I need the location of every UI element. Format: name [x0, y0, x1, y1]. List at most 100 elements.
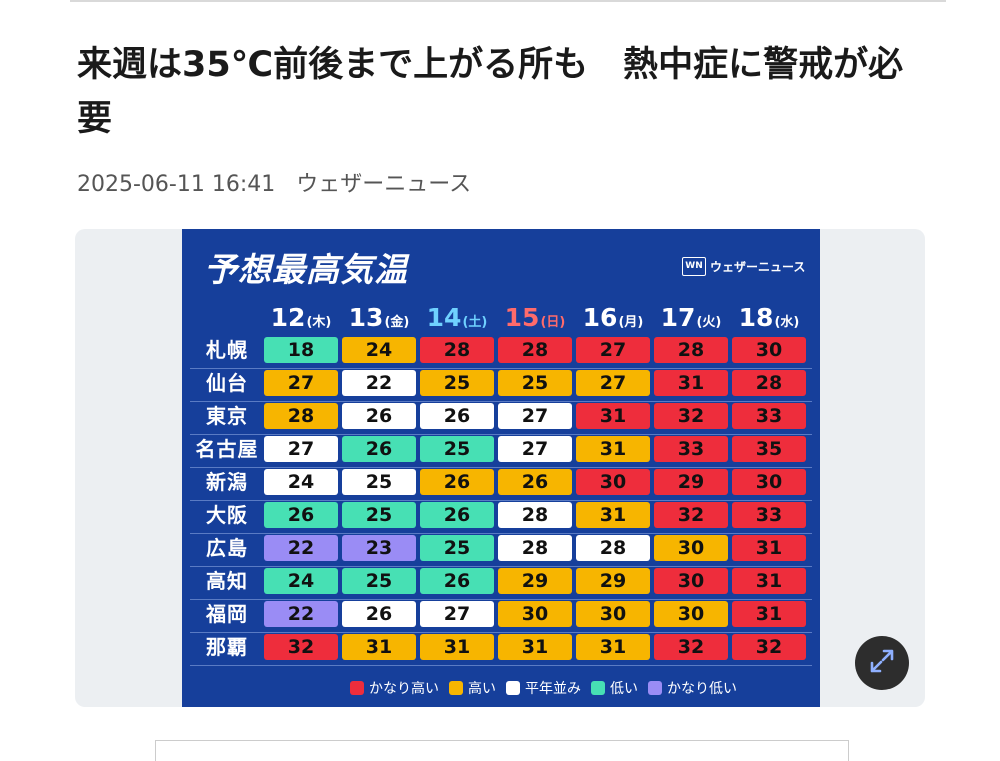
- legend-item: かなり低い: [648, 678, 737, 698]
- day-date: 16: [582, 303, 618, 332]
- temperature-cell: 26: [264, 502, 338, 528]
- city-name: 新潟: [206, 470, 248, 494]
- temperature-cell: 30: [732, 469, 806, 495]
- legend-swatch: [648, 681, 662, 695]
- expand-image-button[interactable]: [855, 636, 909, 690]
- temperature-cell: 30: [654, 601, 728, 627]
- temperature-cell: 31: [732, 568, 806, 594]
- day-header: 15(日): [496, 303, 574, 332]
- city-row: 那覇 32 31 31 31 31 32 32: [182, 632, 820, 666]
- day-date: 18: [738, 303, 774, 332]
- day-header: 13(金): [340, 303, 418, 332]
- city-name: 那覇: [206, 635, 248, 659]
- temperature-cell: 26: [342, 403, 416, 429]
- article-source[interactable]: ウェザーニュース: [296, 172, 472, 197]
- temperature-cell: 25: [420, 370, 494, 396]
- temperature-cell: 26: [420, 502, 494, 528]
- temperature-cell: 23: [342, 535, 416, 561]
- temperature-cell: 31: [420, 634, 494, 660]
- temperature-cell: 27: [420, 601, 494, 627]
- temperature-cell: 27: [264, 436, 338, 462]
- city-name: 高知: [206, 569, 248, 593]
- city-row: 福岡 22 26 27 30 30 30 31: [182, 599, 820, 633]
- day-weekday: (月): [618, 315, 644, 330]
- temperature-cell: 33: [654, 436, 728, 462]
- temperature-cell: 26: [420, 568, 494, 594]
- day-weekday: (木): [306, 315, 332, 330]
- temperature-cell: 32: [654, 634, 728, 660]
- temperature-cell: 24: [264, 469, 338, 495]
- temperature-cell: 27: [498, 403, 572, 429]
- temperature-cell: 26: [420, 469, 494, 495]
- temperature-cell: 35: [732, 436, 806, 462]
- city-name: 福岡: [206, 602, 248, 626]
- day-header-row: 12(木) 13(金) 14(土) 15(日) 16(月) 17(火) 18(水): [182, 303, 820, 339]
- legend-item: 平年並み: [506, 678, 581, 698]
- temperature-cell: 25: [342, 568, 416, 594]
- legend-item: かなり高い: [350, 678, 439, 698]
- temperature-cell: 27: [498, 436, 572, 462]
- day-header: 18(水): [730, 303, 808, 332]
- legend-swatch: [350, 681, 364, 695]
- temperature-cell: 29: [576, 568, 650, 594]
- temperature-cell: 22: [342, 370, 416, 396]
- temperature-cell: 28: [498, 502, 572, 528]
- temperature-cell: 18: [264, 337, 338, 363]
- city-row: 高知 24 25 26 29 29 30 31: [182, 566, 820, 600]
- day-weekday: (土): [462, 315, 488, 330]
- day-date: 15: [504, 303, 540, 332]
- temperature-cell: 28: [498, 337, 572, 363]
- temperature-cell: 32: [264, 634, 338, 660]
- city-row: 大阪 26 25 26 28 31 32 33: [182, 500, 820, 534]
- temperature-cell: 33: [732, 502, 806, 528]
- temperature-cell: 26: [342, 601, 416, 627]
- temperature-cell: 24: [264, 568, 338, 594]
- temperature-cell: 25: [420, 436, 494, 462]
- legend-label: 平年並み: [525, 681, 581, 697]
- day-header: 14(土): [418, 303, 496, 332]
- city-row: 名古屋 27 26 25 27 31 33 35: [182, 434, 820, 468]
- temperature-cell: 25: [498, 370, 572, 396]
- temperature-cell: 28: [264, 403, 338, 429]
- legend: かなり高い 高い 平年並み 低い かなり低い: [350, 678, 747, 698]
- temperature-cell: 31: [576, 403, 650, 429]
- forecast-image[interactable]: 予想最高気温 WN ウェザーニュース 12(木) 13(金) 14(土) 15(日) 1…: [182, 229, 820, 707]
- temperature-cell: 31: [498, 634, 572, 660]
- brand-mark: WN ウェザーニュース: [682, 257, 805, 276]
- temperature-cell: 33: [732, 403, 806, 429]
- day-header: 17(火): [652, 303, 730, 332]
- temperature-cell: 31: [732, 601, 806, 627]
- temperature-cell: 29: [498, 568, 572, 594]
- forecast-title: 予想最高気温: [204, 250, 408, 289]
- city-row: 札幌 18 24 28 28 27 28 30: [182, 335, 820, 369]
- temperature-cell: 32: [654, 502, 728, 528]
- temperature-cell: 26: [342, 436, 416, 462]
- day-weekday: (水): [774, 315, 800, 330]
- temperature-cell: 31: [342, 634, 416, 660]
- legend-label: 高い: [468, 681, 496, 697]
- day-date: 14: [426, 303, 462, 332]
- temperature-cell: 27: [576, 337, 650, 363]
- day-date: 13: [348, 303, 384, 332]
- temperature-cell: 31: [576, 634, 650, 660]
- legend-label: かなり低い: [667, 681, 737, 697]
- temperature-cell: 31: [732, 535, 806, 561]
- day-weekday: (火): [696, 315, 722, 330]
- temperature-cell: 25: [342, 502, 416, 528]
- weathernews-logo-icon: WN: [682, 257, 706, 276]
- legend-swatch: [449, 681, 463, 695]
- next-card: [155, 740, 849, 761]
- temperature-cell: 30: [732, 337, 806, 363]
- brand-name: ウェザーニュース: [710, 260, 806, 274]
- temperature-cell: 30: [576, 601, 650, 627]
- city-name: 大阪: [206, 503, 248, 527]
- day-header: 16(月): [574, 303, 652, 332]
- city-name: 仙台: [206, 371, 248, 395]
- temperature-cell: 25: [342, 469, 416, 495]
- temperature-cell: 30: [576, 469, 650, 495]
- city-name: 名古屋: [195, 437, 259, 461]
- top-divider: [70, 0, 946, 2]
- temperature-cell: 32: [654, 403, 728, 429]
- day-weekday: (日): [540, 315, 566, 330]
- temperature-cell: 22: [264, 535, 338, 561]
